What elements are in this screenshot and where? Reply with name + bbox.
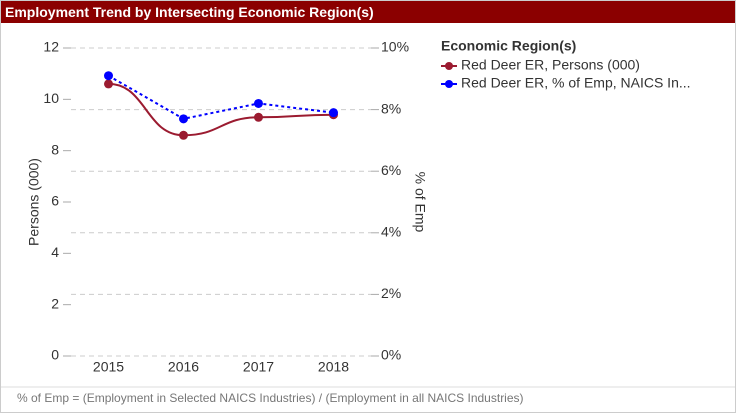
y-axis-label: Persons (000): [26, 158, 42, 246]
series-line: [108, 74, 334, 120]
footnote: % of Emp = (Employment in Selected NAICS…: [17, 391, 524, 405]
x-tick-label: 2015: [93, 359, 124, 375]
data-point: [179, 114, 188, 124]
data-point: [179, 130, 188, 140]
y2-axis-label: % of Emp: [412, 172, 428, 233]
legend-label: Red Deer ER, % of Emp, NAICS In...: [461, 75, 691, 91]
data-point: [254, 98, 263, 108]
y-tick-label: 0: [51, 347, 59, 363]
y2-tick-label: 10%: [381, 39, 409, 55]
y-tick-label: 8: [51, 141, 59, 157]
legend-marker: [445, 80, 453, 88]
series-line: [108, 82, 334, 137]
legend-label: Red Deer ER, Persons (000): [461, 57, 640, 73]
y-tick-label: 10: [43, 90, 59, 106]
data-point: [104, 71, 113, 81]
x-tick-label: 2017: [243, 359, 274, 375]
x-tick-label: 2018: [318, 359, 349, 375]
y-tick-label: 2: [51, 295, 59, 311]
y2-tick-label: 4%: [381, 224, 401, 240]
legend-title: Economic Region(s): [441, 38, 576, 54]
data-point: [254, 112, 263, 122]
legend-marker: [445, 62, 453, 70]
y2-tick-label: 2%: [381, 285, 401, 301]
y-tick-label: 6: [51, 193, 59, 209]
x-tick-label: 2016: [168, 359, 199, 375]
y2-tick-label: 8%: [381, 100, 401, 116]
y-tick-label: 4: [51, 244, 59, 260]
panel-title: Employment Trend by Intersecting Economi…: [1, 1, 735, 23]
y2-tick-label: 6%: [381, 162, 401, 178]
data-point: [104, 79, 113, 89]
y-tick-label: 12: [43, 39, 59, 55]
y2-tick-label: 0%: [381, 347, 401, 363]
data-point: [329, 108, 338, 118]
